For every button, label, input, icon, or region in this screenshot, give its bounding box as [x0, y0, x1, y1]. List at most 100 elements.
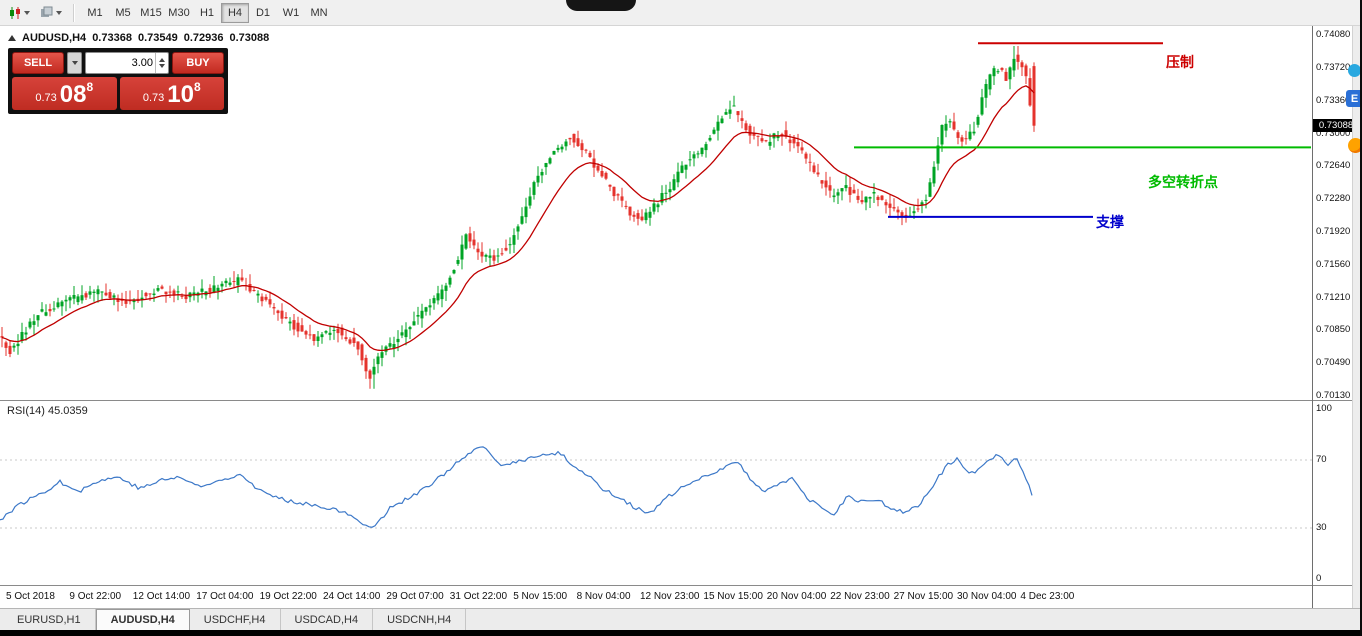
timeframe-button-m1[interactable]: M1 [81, 3, 109, 23]
toolbar-separator [73, 3, 74, 22]
rsi-canvas[interactable] [0, 401, 1312, 586]
chart-quote-header: AUDUSD,H4 0.73368 0.73549 0.72936 0.7308… [8, 32, 269, 44]
quote-close: 0.73088 [229, 32, 270, 44]
timeframe-button-h1[interactable]: H1 [193, 3, 221, 23]
chart-tab-eurusd-h1[interactable]: EURUSD,H1 [3, 609, 96, 630]
symbol-period-label: AUDUSD,H4 [22, 32, 87, 44]
chevron-down-icon [71, 61, 78, 65]
time-axis-label: 17 Oct 04:00 [196, 591, 254, 602]
time-axis-label: 5 Oct 2018 [6, 591, 55, 602]
rsi-axis-label: 0 [1316, 573, 1322, 584]
price-axis-label: 0.73720 [1316, 61, 1351, 73]
candlestick-canvas[interactable] [0, 26, 1312, 400]
time-axis-label: 30 Nov 04:00 [957, 591, 1017, 602]
quote-open: 0.73368 [92, 32, 132, 44]
rsi-axis-label: 30 [1316, 522, 1327, 533]
blue-circle-icon[interactable] [1348, 64, 1361, 77]
rsi-axis-label: 70 [1316, 454, 1327, 465]
chart-tab-usdchf-h4[interactable]: USDCHF,H4 [190, 609, 281, 630]
annotation-support-label: 支撑 [1096, 214, 1124, 230]
candlestick-icon [10, 6, 20, 19]
chevron-down-icon [24, 10, 30, 15]
one-click-trading-panel: SELL 3.00 BUY 0.73 08 8 0. [8, 48, 228, 114]
chart-type-icon[interactable] [4, 3, 34, 23]
buy-price-sup: 8 [193, 80, 201, 94]
time-axis-label: 24 Oct 14:00 [323, 591, 381, 602]
spinner-up-icon [159, 58, 165, 62]
chart-tab-audusd-h4[interactable]: AUDUSD,H4 [95, 609, 190, 630]
lot-size-input[interactable]: 3.00 [85, 52, 169, 74]
time-axis-label: 22 Nov 23:00 [830, 591, 890, 602]
browser-e-icon[interactable]: E [1346, 90, 1362, 107]
annotation-pivot-label: 多空转折点 [1148, 174, 1218, 190]
overlay-icons: E [1345, 0, 1362, 220]
price-axis-label: 0.73360 [1316, 94, 1351, 106]
timeframe-button-d1[interactable]: D1 [249, 3, 277, 23]
timeframe-button-w1[interactable]: W1 [277, 3, 305, 23]
time-axis-label: 15 Nov 15:00 [703, 591, 763, 602]
window-right-border [1360, 0, 1362, 636]
chart-tab-usdcnh-h4[interactable]: USDCNH,H4 [373, 609, 467, 630]
time-axis-label: 20 Nov 04:00 [766, 591, 827, 602]
timeframe-button-mn[interactable]: MN [305, 3, 333, 23]
chart-tab-usdcad-h4[interactable]: USDCAD,H4 [281, 609, 374, 630]
buy-price-small: 0.73 [142, 92, 165, 104]
sell-price-display[interactable]: 0.73 08 8 [12, 77, 117, 110]
price-axis-label: 0.71210 [1316, 291, 1351, 303]
lot-spinner[interactable] [155, 53, 168, 73]
rsi-indicator-label: RSI(14) 45.0359 [7, 405, 88, 417]
buy-button[interactable]: BUY [172, 52, 224, 74]
time-axis-label: 31 Oct 22:00 [449, 591, 508, 602]
bottom-strip [0, 630, 1362, 636]
drawing-tools-icon[interactable] [36, 3, 66, 23]
timeframe-button-m15[interactable]: M15 [137, 3, 165, 23]
time-axis-label: 12 Nov 23:00 [640, 591, 700, 602]
price-axis-label: 0.72280 [1316, 193, 1351, 205]
rsi-panel[interactable]: RSI(14) 45.0359 [0, 400, 1312, 585]
price-axis-label: 0.74080 [1316, 29, 1351, 40]
price-axis-label: 0.71920 [1316, 225, 1351, 237]
lot-size-value: 3.00 [131, 57, 153, 69]
timeframe-button-h4[interactable]: H4 [221, 2, 249, 23]
current-price-tag: 0.73088 [1313, 119, 1359, 133]
camera-notch [566, 0, 636, 11]
time-axis-label: 29 Oct 07:00 [386, 591, 444, 602]
time-axis-label: 8 Nov 04:00 [576, 591, 631, 602]
time-axis-label: 19 Oct 22:00 [259, 591, 317, 602]
toolbar: M1 M5 M15 M30 H1 H4 D1 W1 MN [0, 0, 1362, 26]
lot-dropdown[interactable] [67, 52, 82, 74]
price-axis-label: 0.70490 [1316, 357, 1351, 369]
annotation-resistance-label: 压制 [1166, 54, 1194, 70]
price-axis-label: 0.71560 [1316, 258, 1351, 270]
quote-high: 0.73549 [137, 32, 178, 44]
chevron-down-icon [56, 10, 62, 15]
axis-separator [1312, 26, 1313, 608]
timeframe-buttons: M1 M5 M15 M30 H1 H4 D1 W1 MN [81, 2, 333, 23]
time-axis-label: 5 Nov 15:00 [513, 591, 568, 602]
chart-tab-bar: EURUSD,H1 AUDUSD,H4 USDCHF,H4 USDCAD,H4 USDC… [0, 608, 1362, 630]
vertical-scrollbar[interactable] [1352, 26, 1361, 608]
time-axis-label: 27 Nov 15:00 [893, 591, 954, 602]
price-axis-label: 0.70130 [1316, 390, 1351, 401]
symbol-icon [8, 35, 16, 41]
orange-circle-icon[interactable] [1348, 138, 1362, 153]
sell-price-big: 08 [59, 81, 87, 108]
price-chart-area[interactable]: AUDUSD,H4 0.73368 0.73549 0.72936 0.7308… [0, 26, 1312, 400]
price-axis-label: 0.72640 [1316, 160, 1351, 172]
time-axis-label: 9 Oct 22:00 [69, 591, 122, 602]
time-axis-label: 4 Dec 23:00 [1020, 591, 1075, 602]
sell-price-small: 0.73 [35, 92, 57, 104]
time-axis[interactable]: 5 Oct 2018 9 Oct 22:00 12 Oct 14:00 17 Oct … [0, 585, 1362, 608]
timeframe-button-m5[interactable]: M5 [109, 3, 137, 23]
timeframe-button-m30[interactable]: M30 [165, 3, 193, 23]
quote-low: 0.72936 [183, 32, 224, 44]
spinner-down-icon [159, 64, 165, 68]
buy-price-big: 10 [167, 81, 194, 108]
sell-price-sup: 8 [86, 80, 94, 94]
layers-icon [41, 6, 53, 17]
rsi-axis-label: 100 [1316, 403, 1332, 414]
buy-price-display[interactable]: 0.73 10 8 [119, 77, 224, 110]
price-axis-label: 0.70850 [1316, 324, 1351, 336]
sell-button[interactable]: SELL [12, 52, 64, 74]
